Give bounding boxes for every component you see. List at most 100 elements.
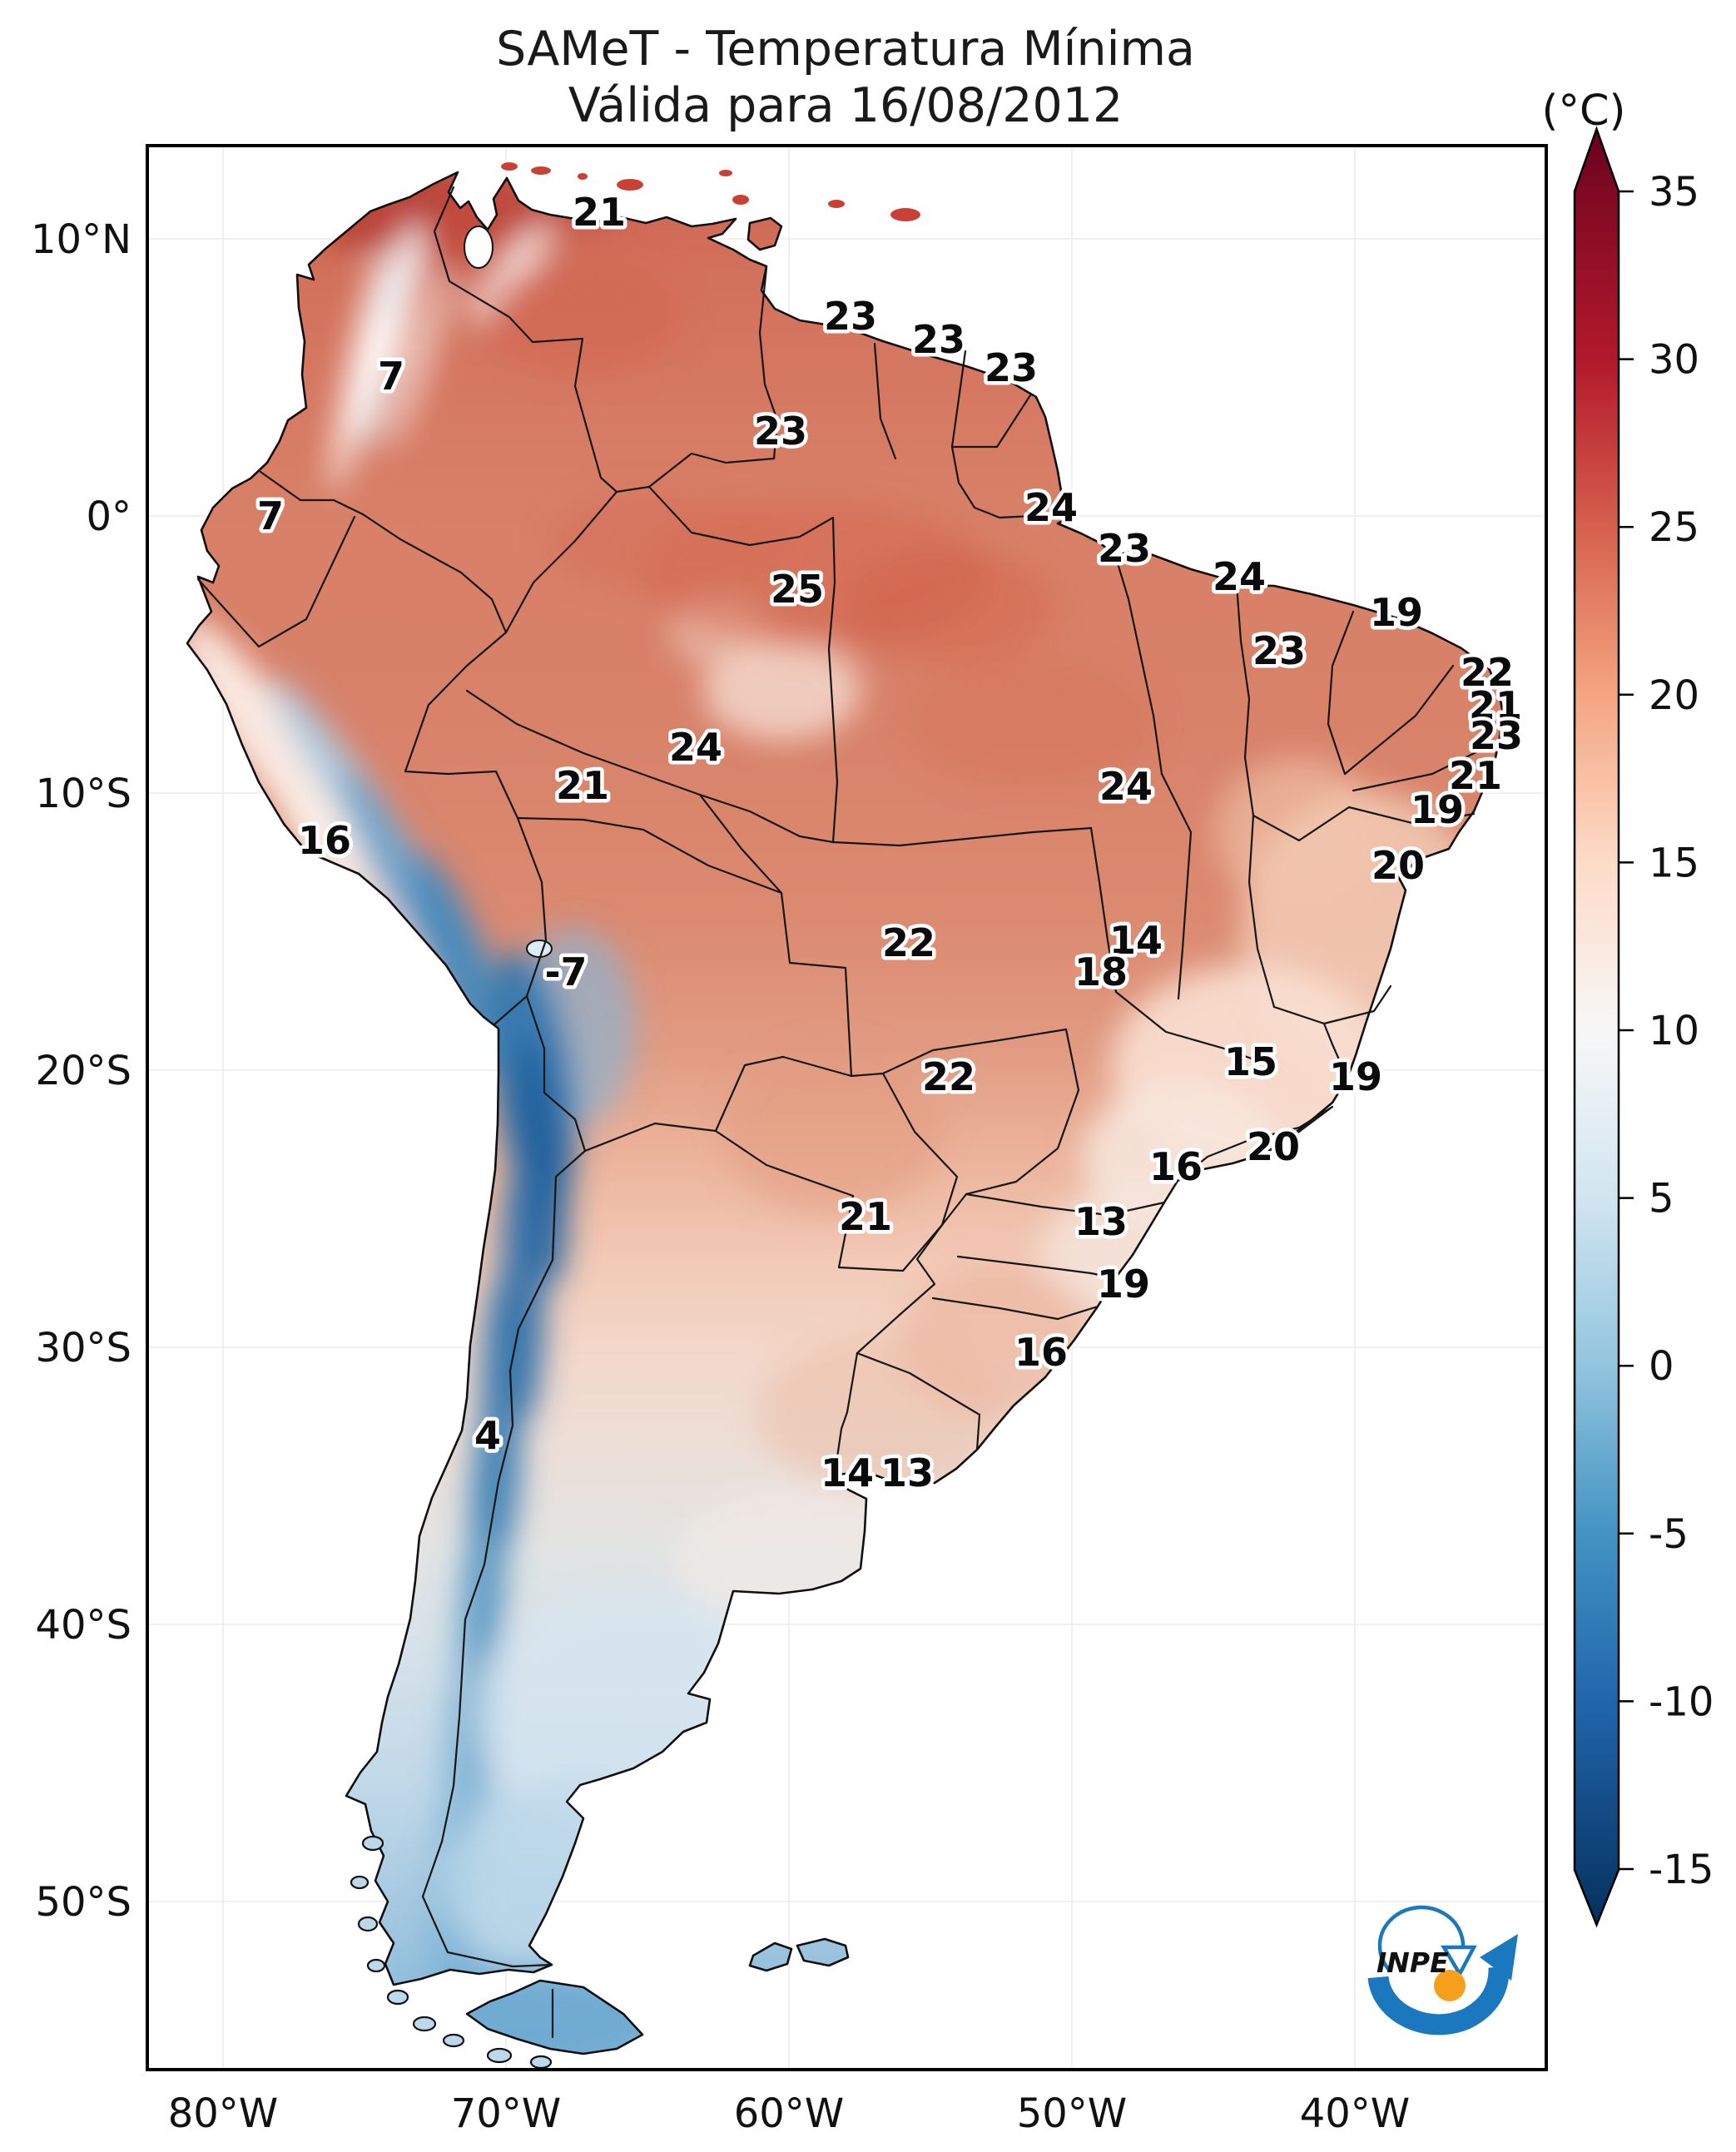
border-ecuador-peru xyxy=(196,515,356,648)
border-roraima xyxy=(647,485,835,547)
temp-value-label: 23 xyxy=(824,294,877,339)
state-border-to-east xyxy=(1160,772,1193,1000)
inpe-logo-orbit-icon xyxy=(1377,1905,1466,1972)
state-border-ac-am xyxy=(465,689,835,844)
inpe-logo-big-arrow-icon xyxy=(1480,1934,1518,1981)
temp-value-label: 24 xyxy=(1024,485,1078,530)
border-colombia-ecuador xyxy=(259,470,365,516)
border-peru-bolivia xyxy=(516,816,548,998)
figure-title-line2: Válida para 16/08/2012 xyxy=(568,78,1123,133)
colorbar-tick-label: 30 xyxy=(1649,337,1699,384)
temp-value-label: 14 xyxy=(821,1450,874,1495)
border-amapa xyxy=(950,445,1034,519)
state-border-ne-1 xyxy=(1343,664,1455,776)
temp-value-label: 14 xyxy=(1109,918,1163,963)
state-border-mg-rj xyxy=(1263,1105,1334,1155)
colorbar-unit-label: (°C) xyxy=(1542,87,1626,136)
figure-title-line1: SAMeT - Temperatura Mínima xyxy=(496,22,1195,77)
colorbar-tick-label: 35 xyxy=(1649,169,1699,216)
temp-value-label: 19 xyxy=(1329,1054,1382,1099)
state-border-sp-pr xyxy=(965,1193,1166,1217)
lat-tick-label: 50°S xyxy=(35,1879,131,1926)
inpe-logo-sun-icon xyxy=(1434,1970,1466,2001)
border-colombia-venezuela xyxy=(433,186,618,493)
inpe-logo: INPE xyxy=(1367,1905,1518,2035)
temp-value-label: 25 xyxy=(771,567,824,612)
temp-value-label: 23 xyxy=(1098,526,1151,571)
temp-value-label: 16 xyxy=(1014,1330,1068,1375)
state-border-am-pa xyxy=(827,516,839,844)
latitude-axis-labels: 10°N 0° 10°S 20°S 30°S 40°S 50°S xyxy=(31,216,131,1926)
colorbar-tick-label: 20 xyxy=(1649,672,1699,719)
border-brazil-uruguay xyxy=(856,1351,981,1451)
border-venezuela-guyana xyxy=(758,266,779,460)
temp-value-label: 21 xyxy=(839,1194,892,1239)
temp-value-label: 24 xyxy=(1213,554,1266,599)
border-paraguay-argentina xyxy=(714,1129,944,1272)
temp-value-label: 16 xyxy=(298,818,351,863)
temp-value-label: 21 xyxy=(573,190,626,235)
temp-value-label: 13 xyxy=(880,1450,934,1495)
temp-value-label: 15 xyxy=(1224,1039,1277,1084)
state-border-mg-sp xyxy=(1176,1105,1334,1183)
colorbar-tick-label: 10 xyxy=(1649,1008,1699,1054)
inpe-logo-small-arrow-icon xyxy=(1441,1945,1477,1978)
border-colombia-peru xyxy=(361,513,508,634)
state-border-sc-rs xyxy=(931,1297,1099,1321)
temp-value-label: -7 xyxy=(544,950,587,994)
temp-value-label: 7 xyxy=(257,493,284,538)
temp-value-label: 24 xyxy=(669,725,722,770)
border-argentina-brazil xyxy=(856,1223,944,1355)
border-guyana-suriname xyxy=(873,342,897,460)
border-bolivia-paraguay xyxy=(714,1055,853,1133)
state-border-ms-north xyxy=(881,1028,1068,1075)
colorbar-tick-label: -15 xyxy=(1649,1847,1714,1893)
temp-value-label: 23 xyxy=(985,345,1038,390)
temp-value-label: 23 xyxy=(754,409,807,454)
colorbar-tick-label: -5 xyxy=(1649,1511,1689,1558)
temp-value-label: 23 xyxy=(1252,628,1306,673)
caribbean-islands xyxy=(501,162,920,221)
temp-value-label: 18 xyxy=(1074,950,1128,994)
temp-value-label: 20 xyxy=(1371,843,1425,888)
border-bolivia-brazil xyxy=(516,816,853,1078)
state-border-to-west xyxy=(1089,826,1118,994)
colorbar-tick-label: 15 xyxy=(1649,840,1699,886)
lat-tick-label: 40°S xyxy=(35,1602,131,1649)
state-border-ma-pi xyxy=(1235,583,1255,817)
temp-value-label: 23 xyxy=(912,317,965,362)
temperature-shading xyxy=(187,172,1490,2054)
border-paraguay-brazil xyxy=(850,1072,959,1227)
state-border-pr-sc xyxy=(956,1255,1117,1280)
temp-value-label: 21 xyxy=(1469,683,1522,728)
state-border-mg-es xyxy=(1322,1022,1349,1080)
border-venezuela-brazil xyxy=(615,452,776,493)
state-border-pa-mt xyxy=(831,826,1093,847)
colorbar-tick-label: 0 xyxy=(1649,1343,1674,1390)
temp-value-label: 19 xyxy=(1411,787,1464,832)
border-guiana-brazil xyxy=(950,394,1032,449)
border-peru-brazil xyxy=(404,631,519,820)
temp-value-label: 20 xyxy=(1247,1124,1300,1169)
temp-value-label: 7 xyxy=(378,354,404,399)
lon-tick-label: 60°W xyxy=(734,2090,845,2137)
lon-tick-label: 80°W xyxy=(168,2090,279,2137)
temp-value-label: 16 xyxy=(1149,1144,1203,1189)
colorbar-tick-label: 25 xyxy=(1649,504,1699,551)
border-bolivia-argentina xyxy=(583,1122,717,1153)
border-colombia-brazil xyxy=(504,490,618,634)
temp-value-label: 23 xyxy=(1470,713,1523,758)
temp-value-label: 13 xyxy=(1074,1199,1128,1244)
border-chile-argentina xyxy=(421,1149,587,1968)
border-peru-chile-bolivia xyxy=(493,994,587,1153)
fjord-islets xyxy=(350,1835,553,2070)
lat-tick-label: 10°S xyxy=(35,771,131,817)
temp-value-label: 21 xyxy=(556,763,609,808)
state-border-go-mg xyxy=(1114,990,1276,1069)
temp-value-label: 19 xyxy=(1370,590,1423,635)
temp-value-label: 22 xyxy=(1461,650,1514,695)
state-border-ba-mg xyxy=(1272,984,1392,1025)
